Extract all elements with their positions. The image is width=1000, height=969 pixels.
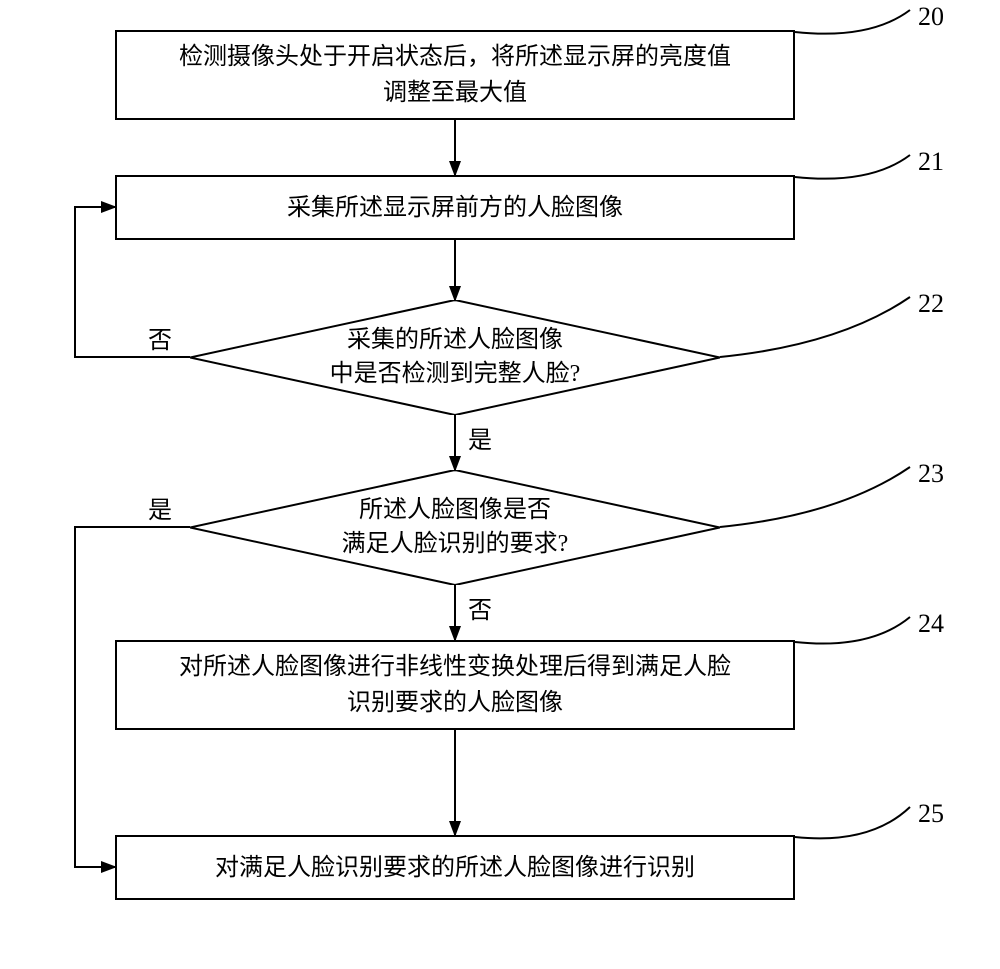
callout-number: 24 xyxy=(918,609,944,639)
flow-step-n20: 检测摄像头处于开启状态后，将所述显示屏的亮度值调整至最大值 xyxy=(115,30,795,120)
decision-label: 否 xyxy=(468,590,492,625)
decision-label: 是 xyxy=(468,420,492,455)
decision-label: 是 xyxy=(148,490,172,525)
flow-step-text: 检测摄像头处于开启状态后，将所述显示屏的亮度值调整至最大值 xyxy=(179,39,731,111)
flow-step-n21: 采集所述显示屏前方的人脸图像 xyxy=(115,175,795,240)
callout-number: 20 xyxy=(918,2,944,32)
callout-number: 25 xyxy=(918,799,944,829)
flow-step-text: 采集所述显示屏前方的人脸图像 xyxy=(287,190,623,226)
flow-decision-text: 所述人脸图像是否满足人脸识别的要求? xyxy=(190,470,720,585)
callout-line xyxy=(795,807,910,838)
flow-decision-n22: 采集的所述人脸图像中是否检测到完整人脸? xyxy=(190,300,720,415)
decision-label: 否 xyxy=(148,320,172,355)
callout-line xyxy=(720,467,910,527)
flowchart-canvas: 检测摄像头处于开启状态后，将所述显示屏的亮度值调整至最大值采集所述显示屏前方的人… xyxy=(0,0,1000,969)
flow-step-n25: 对满足人脸识别要求的所述人脸图像进行识别 xyxy=(115,835,795,900)
flow-step-text: 对所述人脸图像进行非线性变换处理后得到满足人脸识别要求的人脸图像 xyxy=(179,649,731,721)
callout-line xyxy=(795,617,910,644)
callout-number: 23 xyxy=(918,459,944,489)
callout-line xyxy=(795,10,910,34)
flow-decision-n23: 所述人脸图像是否满足人脸识别的要求? xyxy=(190,470,720,585)
callout-number: 21 xyxy=(918,147,944,177)
flow-step-text: 对满足人脸识别要求的所述人脸图像进行识别 xyxy=(215,850,695,886)
flow-step-n24: 对所述人脸图像进行非线性变换处理后得到满足人脸识别要求的人脸图像 xyxy=(115,640,795,730)
flow-decision-text: 采集的所述人脸图像中是否检测到完整人脸? xyxy=(190,300,720,415)
callout-line xyxy=(795,155,910,179)
callout-number: 22 xyxy=(918,289,944,319)
callout-line xyxy=(720,297,910,357)
